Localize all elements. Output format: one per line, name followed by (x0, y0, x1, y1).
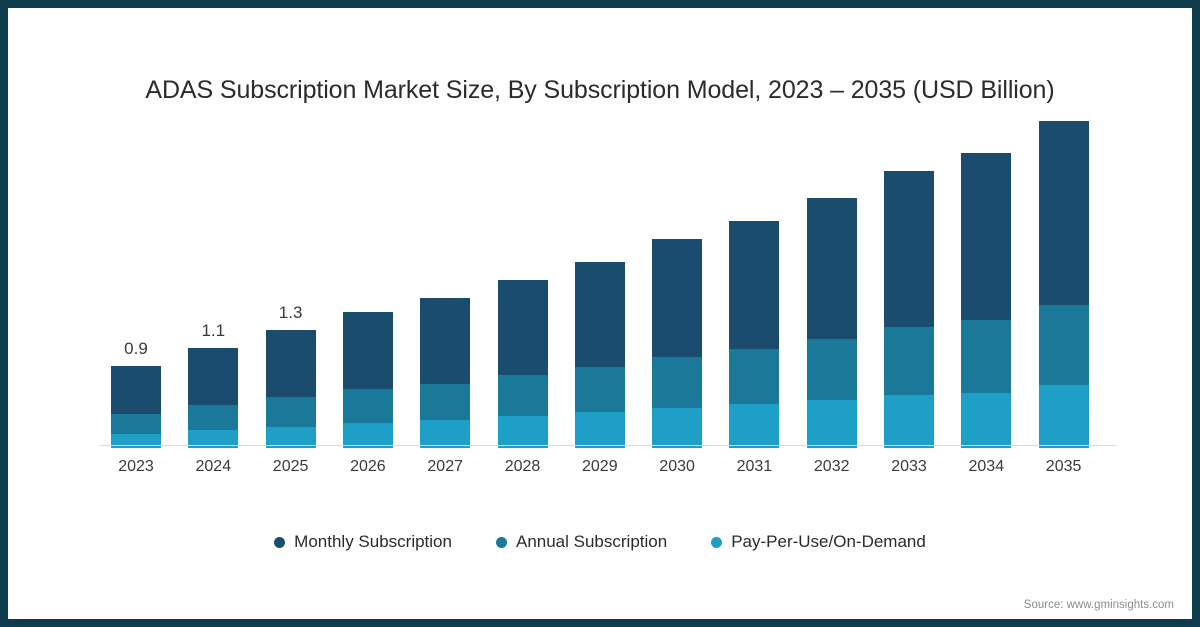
bar-segment[interactable] (1038, 385, 1089, 448)
x-axis-tick-2035: 2035 (1045, 458, 1082, 475)
bar-segment[interactable] (574, 261, 625, 368)
x-axis-tick-2023: 2023 (118, 458, 154, 475)
x-axis-tick-2030: 2030 (659, 458, 695, 475)
bar-group[interactable] (420, 298, 471, 448)
chart-legend: Monthly Subscription Annual Subscription P… (8, 532, 1192, 552)
bar-group[interactable] (961, 152, 1012, 448)
x-axis-tick-2031: 2031 (736, 458, 773, 475)
bar-group[interactable] (497, 279, 548, 448)
bar-segment[interactable] (961, 392, 1012, 448)
bar-segment[interactable] (420, 419, 471, 448)
source-attribution: Source: www.gminsights.com (1023, 599, 1174, 611)
bar-segment[interactable] (420, 298, 471, 384)
legend-swatch-icon (711, 536, 723, 548)
bar-segment[interactable] (497, 375, 548, 417)
x-axis-tick-2024: 2024 (195, 458, 232, 475)
bar-segment[interactable] (342, 311, 393, 389)
legend-item[interactable]: Pay-Per-Use/On-Demand (711, 532, 926, 552)
bar-segment[interactable] (961, 319, 1012, 393)
legend-swatch-icon (274, 536, 286, 548)
bar-segment[interactable] (265, 427, 316, 448)
x-axis-tick-2032: 2032 (813, 458, 850, 475)
bar-segment[interactable] (497, 416, 548, 448)
bar-segment[interactable] (729, 403, 780, 448)
bar-group[interactable] (342, 311, 393, 448)
legend-item[interactable]: Monthly Subscription (274, 532, 452, 552)
x-axis-tick-2028: 2028 (504, 458, 541, 475)
bar-segment[interactable] (574, 411, 625, 448)
bar-segment[interactable] (652, 239, 703, 358)
bar-segment[interactable] (961, 152, 1012, 320)
x-axis-tick-labels: 2023 2024 2025 2026 2027 2028 2029 2030 2031 2032… (100, 458, 1116, 482)
legend-label: Monthly Subscription (294, 532, 452, 551)
bar-segment[interactable] (111, 366, 161, 415)
bar-group[interactable] (884, 170, 934, 448)
bar-segment[interactable] (806, 399, 857, 448)
bar-segment[interactable] (884, 327, 934, 396)
bar-segment[interactable] (1038, 305, 1089, 386)
bar-group[interactable] (574, 261, 625, 448)
plot-area: 0.9 1.1 1.3 (100, 118, 1116, 448)
bar-segment[interactable] (652, 357, 703, 409)
bar-group[interactable] (1038, 121, 1089, 448)
legend-swatch-icon (495, 536, 507, 548)
bar-segment[interactable] (188, 348, 239, 406)
legend-label: Pay-Per-Use/On-Demand (731, 532, 926, 551)
bar-segment[interactable] (729, 349, 780, 404)
x-axis-tick-2029: 2029 (582, 458, 618, 475)
bar-segment[interactable] (806, 339, 857, 400)
x-axis-tick-2033: 2033 (891, 458, 927, 475)
bar-segment[interactable] (729, 220, 780, 349)
bar-group[interactable] (652, 239, 703, 448)
bar-group[interactable] (806, 198, 857, 448)
x-axis-tick-2026: 2026 (350, 458, 386, 475)
x-axis-line (100, 445, 1116, 446)
bar-value-label: 1.3 (278, 302, 303, 322)
bar-segment[interactable] (342, 422, 393, 448)
bar-segment[interactable] (188, 429, 239, 448)
bar-group[interactable]: 1.3 (265, 303, 316, 448)
bar-segment[interactable] (342, 388, 393, 423)
bar-group[interactable] (729, 220, 780, 448)
bar-segment[interactable] (806, 198, 857, 339)
bar-segment[interactable] (652, 408, 703, 448)
bar-segment[interactable] (265, 397, 316, 428)
x-axis-tick-2027: 2027 (427, 458, 463, 475)
bar-segment[interactable] (111, 434, 161, 448)
bar-segment[interactable] (574, 367, 625, 412)
legend-label: Annual Subscription (515, 532, 668, 551)
page-title: ADAS Subscription Market Size, By Subscr… (145, 76, 1055, 104)
bar-segment[interactable] (188, 405, 239, 430)
bar-segment[interactable] (497, 279, 548, 376)
bar-group[interactable]: 0.9 (111, 339, 161, 448)
x-axis-tick-2034: 2034 (968, 458, 1005, 475)
bar-segment[interactable] (884, 170, 934, 328)
bar-segment[interactable] (420, 383, 471, 420)
bar-value-label: 1.1 (201, 321, 226, 341)
bar-segment[interactable] (884, 395, 934, 448)
x-axis-tick-2025: 2025 (272, 458, 309, 475)
bar-segment[interactable] (1038, 121, 1089, 306)
bar-value-label: 0.9 (124, 339, 148, 359)
bar-segment[interactable] (111, 414, 161, 435)
legend-item[interactable]: Annual Subscription (495, 532, 668, 552)
chart-canvas: ADAS Subscription Market Size, By Subscr… (8, 8, 1192, 619)
bar-group[interactable]: 1.1 (188, 321, 239, 448)
bar-segment[interactable] (265, 329, 316, 398)
